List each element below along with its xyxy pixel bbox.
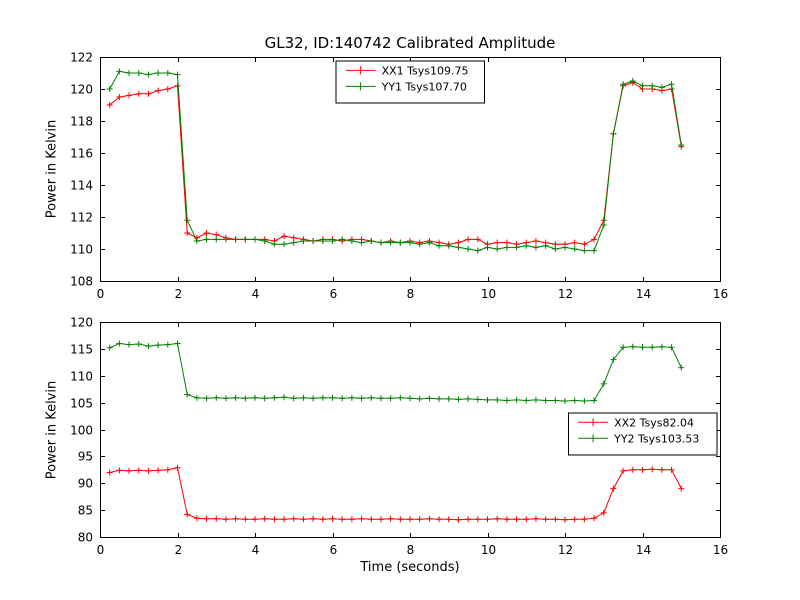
- axes-frame: [100, 322, 721, 538]
- x-tick-label: 2: [175, 543, 183, 557]
- y-tick-label: 100: [70, 424, 93, 438]
- x-tick-label: 4: [252, 543, 260, 557]
- x-tick-label: 8: [407, 287, 415, 301]
- legend-label: YY2 Tsys103.53: [613, 432, 699, 445]
- subplot-1: 0 2 4 6 8 10 12 14 16 108 110 112 114 116 118 120 122 XX1…: [70, 51, 728, 302]
- subplot-2: 0 2 4 6 8 10 12 14 16 80 85 90 95 100 105 110 115 120 XX2 …: [70, 316, 728, 558]
- y-axis-ticks: 80 85 90 95 100 105 110 115 120: [70, 316, 720, 545]
- x-tick-label: 12: [558, 287, 573, 301]
- y-tick-label: 118: [70, 115, 93, 129]
- series-line: [109, 82, 682, 245]
- series-yy2: [106, 340, 685, 405]
- x-axis-label: Time (seconds): [360, 560, 460, 575]
- x-tick-label: 16: [713, 543, 728, 557]
- legend-label: XX1 Tsys109.75: [382, 64, 469, 77]
- y-tick-label: 85: [78, 504, 93, 518]
- y-tick-label: 120: [70, 83, 93, 97]
- x-axis-ticks: 0 2 4 6 8 10 12 14 16: [97, 323, 728, 557]
- legend-label: XX2 Tsys82.04: [614, 416, 694, 429]
- y-axis-label-bottom: Power in Kelvin: [44, 380, 60, 480]
- series-line: [109, 467, 682, 521]
- x-tick-label: 14: [636, 543, 651, 557]
- y-tick-label: 112: [70, 211, 93, 225]
- x-tick-label: 10: [481, 287, 496, 301]
- y-tick-label: 115: [70, 343, 93, 357]
- series-line: [109, 342, 682, 402]
- x-tick-label: 10: [481, 543, 496, 557]
- y-axis-ticks: 108 110 112 114 116 118 120 122: [70, 51, 720, 289]
- y-tick-label: 114: [70, 179, 93, 193]
- y-tick-label: 122: [70, 51, 93, 65]
- x-tick-label: 6: [330, 287, 338, 301]
- x-tick-label: 2: [175, 287, 183, 301]
- x-tick-label: 16: [713, 287, 728, 301]
- y-tick-label: 120: [70, 316, 93, 330]
- series-yy1: [106, 68, 685, 254]
- x-tick-label: 6: [330, 543, 338, 557]
- y-tick-label: 116: [70, 147, 93, 161]
- series-xx2: [106, 464, 685, 523]
- y-tick-label: 80: [78, 531, 93, 545]
- x-tick-label: 0: [97, 543, 105, 557]
- legend: XX2 Tsys82.04 YY2 Tsys103.53: [568, 412, 718, 456]
- legend: XX1 Tsys109.75 YY1 Tsys107.70: [335, 60, 485, 104]
- x-tick-label: 12: [558, 543, 573, 557]
- x-tick-label: 4: [252, 287, 260, 301]
- axes-frame: [100, 57, 721, 282]
- y-axis-label-top: Power in Kelvin: [44, 119, 60, 219]
- y-tick-label: 105: [70, 397, 93, 411]
- legend-label: YY1 Tsys107.70: [381, 80, 467, 93]
- y-tick-label: 95: [78, 450, 93, 464]
- y-tick-label: 110: [70, 243, 93, 257]
- series-xx1: [106, 79, 685, 248]
- y-tick-label: 90: [78, 477, 93, 491]
- chart-title: GL32, ID:140742 Calibrated Amplitude: [264, 34, 556, 52]
- x-tick-label: 0: [97, 287, 105, 301]
- y-tick-label: 110: [70, 370, 93, 384]
- x-tick-label: 8: [407, 543, 415, 557]
- y-tick-label: 108: [70, 275, 93, 289]
- x-tick-label: 14: [636, 287, 651, 301]
